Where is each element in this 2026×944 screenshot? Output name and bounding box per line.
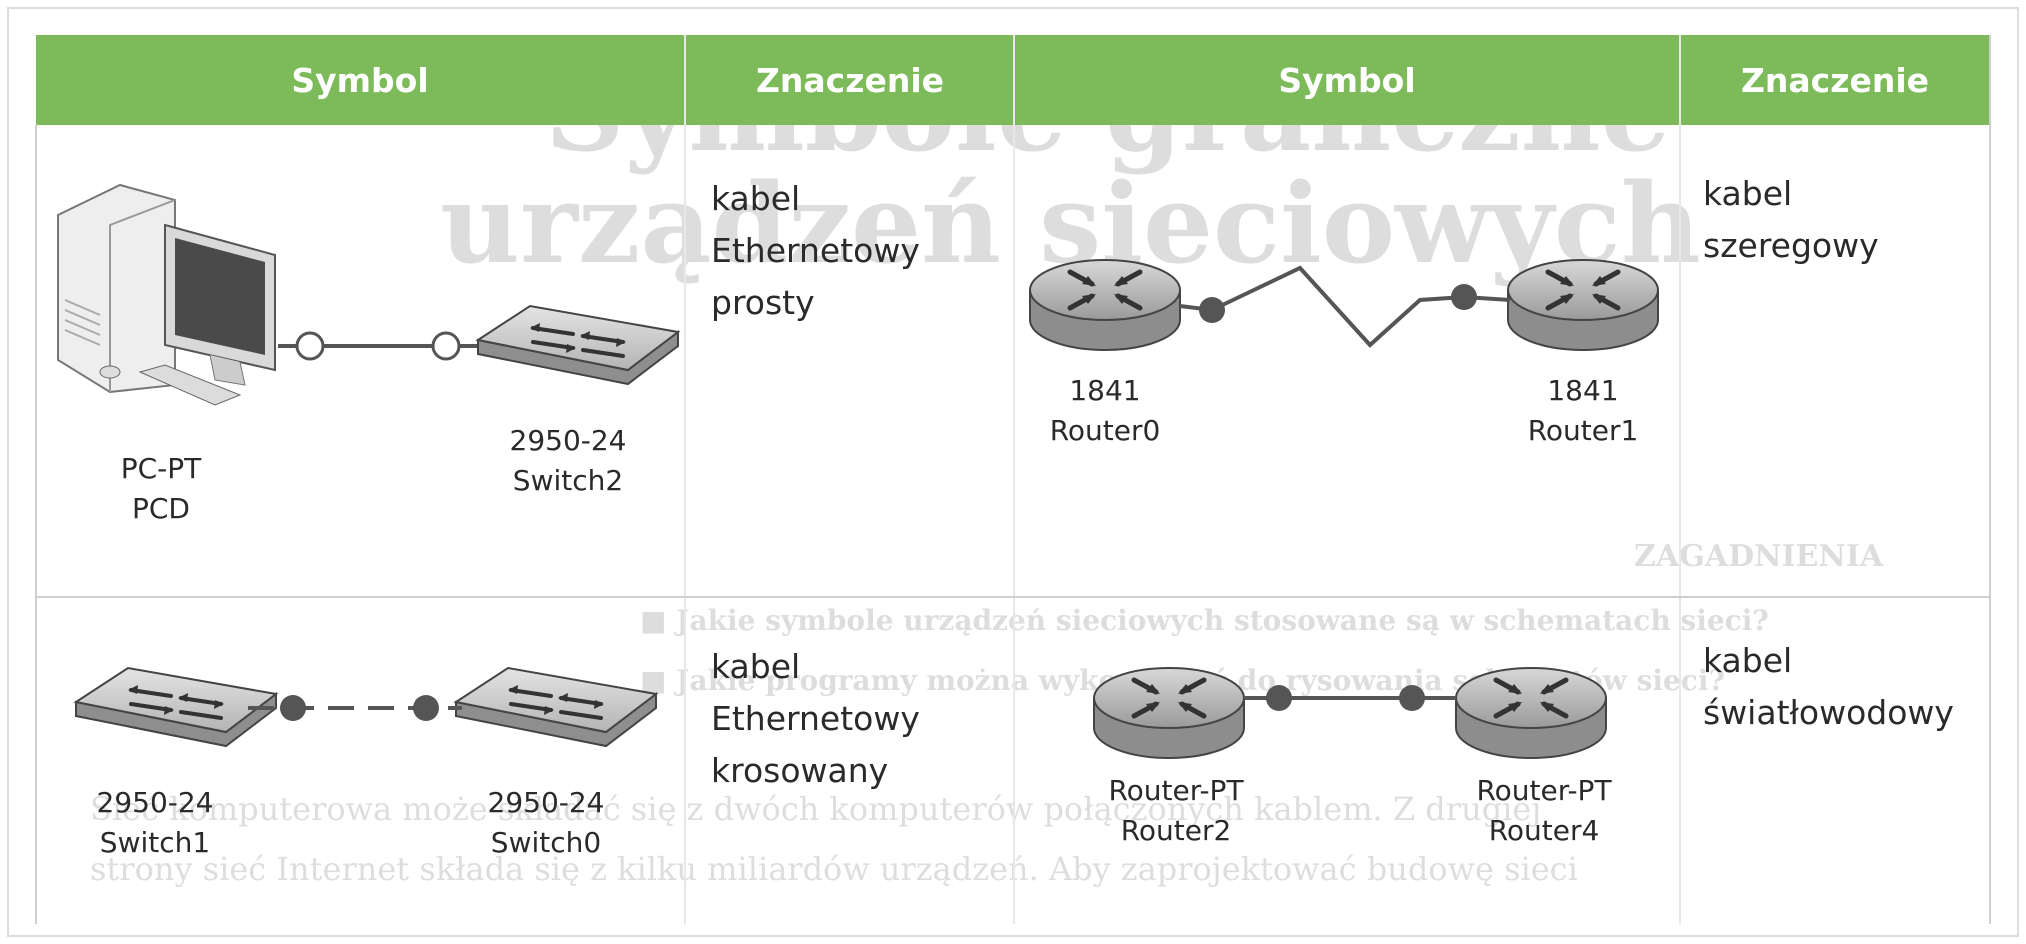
header-cell: Znaczenie — [756, 61, 944, 100]
meaning-line: światłowodowy — [1703, 693, 1954, 732]
device-model: PC-PT — [121, 452, 202, 485]
device-model: 2950-24 — [510, 424, 627, 457]
meaning-line: prosty — [711, 283, 815, 322]
meaning-line: kabel — [711, 647, 800, 686]
device-model: 1841 — [1547, 374, 1618, 407]
table: Symbol Znaczenie Symbol Znaczenie — [35, 35, 1991, 924]
device-name: PCD — [132, 492, 190, 525]
device-name: Switch0 — [491, 826, 601, 859]
port — [1199, 297, 1225, 323]
router-icon — [1456, 668, 1606, 758]
port — [1451, 284, 1477, 310]
port — [431, 331, 461, 361]
device-name: Router2 — [1121, 814, 1232, 847]
router-icon — [1030, 260, 1180, 350]
ghost-line: strony sieć Internet składa się z kilku … — [90, 850, 1578, 888]
port — [413, 695, 439, 721]
device-model: 2950-24 — [97, 786, 214, 819]
meaning-line: kabel — [1703, 641, 1792, 680]
device-name: Router1 — [1528, 414, 1639, 447]
device-name: Switch2 — [513, 464, 623, 497]
device-name: Router0 — [1050, 414, 1161, 447]
grid — [35, 35, 1991, 924]
device-model: 2950-24 — [488, 786, 605, 819]
port — [280, 695, 306, 721]
port — [1266, 685, 1292, 711]
router-icon — [1094, 668, 1244, 758]
ghost-line: Sieć komputerowa może składać się z dwóc… — [90, 790, 1541, 828]
meaning-line: krosowany — [711, 751, 888, 790]
pc-icon — [57, 183, 276, 406]
meaning-line: szeregowy — [1703, 226, 1879, 265]
header-cell: Symbol — [291, 61, 428, 100]
meaning-line: Ethernetowy — [711, 699, 920, 738]
port — [295, 331, 325, 361]
device-model: Router-PT — [1108, 774, 1244, 807]
meaning-line: kabel — [711, 179, 800, 218]
ghost-line: ■ Jakie symbole urządzeń sieciowych stos… — [640, 604, 1769, 637]
meaning-line: kabel — [1703, 174, 1792, 213]
header-cell: Symbol — [1278, 61, 1415, 100]
router-icon — [1508, 260, 1658, 350]
meaning-line: Ethernetowy — [711, 231, 920, 270]
device-name: Router4 — [1489, 814, 1600, 847]
device-model: 1841 — [1069, 374, 1140, 407]
header-cell: Znaczenie — [1741, 61, 1929, 100]
ghost-heading: ZAGADNIENIA — [1634, 539, 1884, 574]
device-name: Switch1 — [100, 826, 210, 859]
device-model: Router-PT — [1476, 774, 1612, 807]
port — [1399, 685, 1425, 711]
